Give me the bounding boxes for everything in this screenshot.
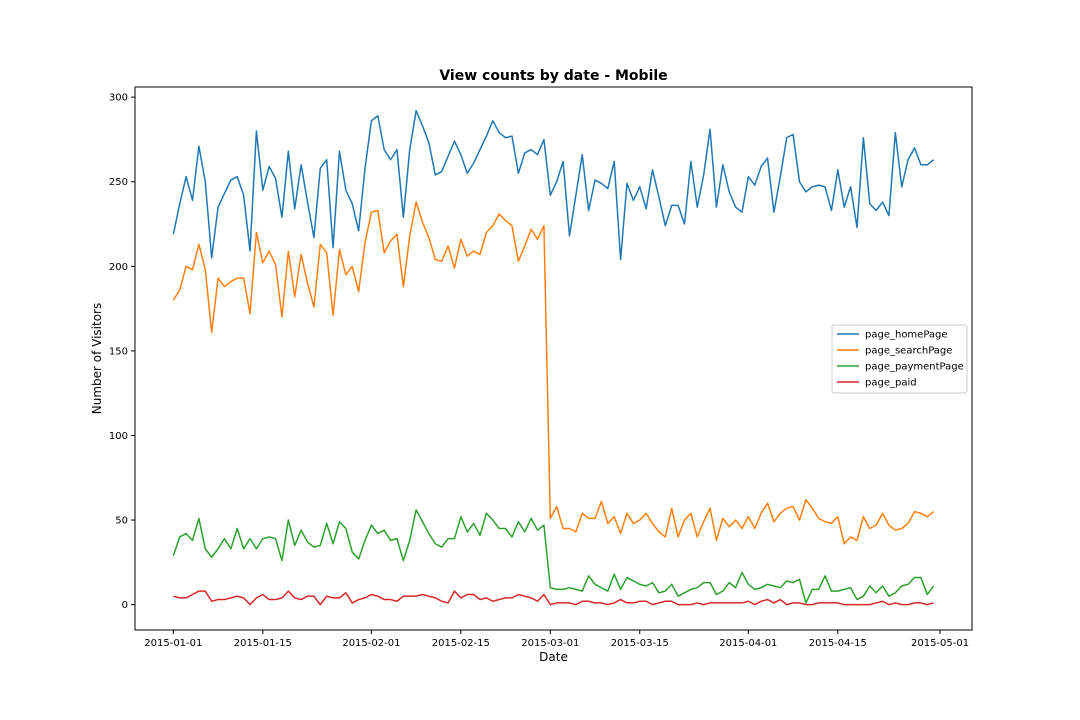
x-axis: 2015-01-01 2015-01-15 2015-02-01 2015-02-15…	[144, 630, 969, 649]
x-tick-label: 2015-04-01	[719, 638, 777, 649]
y-tick-label: 250	[109, 177, 128, 188]
x-tick-label: 2015-01-01	[144, 638, 202, 649]
x-axis-label: Date	[539, 650, 568, 664]
y-tick-label: 100	[109, 431, 128, 442]
y-axis: 0 50 100 150 200 250 300	[109, 93, 135, 611]
y-tick-label: 0	[122, 600, 128, 611]
plot-lines	[172, 109, 935, 606]
y-tick-label: 300	[109, 93, 128, 104]
plot-frame	[134, 86, 973, 631]
legend-label-page_homePage: page_homePage	[865, 330, 948, 341]
legend: page_homePage page_searchPage page_payment…	[831, 324, 968, 394]
y-tick-label: 150	[109, 346, 128, 357]
y-tick-label: 50	[115, 516, 128, 527]
x-tick-label: 2015-03-01	[521, 638, 579, 649]
series-line-page_paymentPage	[172, 509, 935, 604]
series-line-page_paid	[173, 590, 934, 606]
x-tick-label: 2015-03-15	[611, 638, 669, 649]
x-tick-label: 2015-02-15	[432, 638, 490, 649]
y-tick-label: 200	[109, 262, 128, 273]
legend-label-page_paymentPage: page_paymentPage	[865, 362, 964, 373]
series-line-page_homePage	[172, 109, 935, 261]
y-axis-label: Number of Visitors	[90, 303, 104, 415]
chart-title: View counts by date - Mobile	[439, 68, 667, 84]
legend-label-page_paid: page_paid	[865, 378, 917, 389]
x-tick-label: 2015-01-15	[234, 638, 292, 649]
legend-label-page_searchPage: page_searchPage	[865, 346, 952, 357]
series-line-page_searchPage	[172, 201, 935, 545]
x-tick-label: 2015-04-15	[809, 638, 867, 649]
x-tick-label: 2015-05-01	[911, 638, 969, 649]
legend-box	[831, 324, 968, 394]
x-tick-label: 2015-02-01	[342, 638, 400, 649]
